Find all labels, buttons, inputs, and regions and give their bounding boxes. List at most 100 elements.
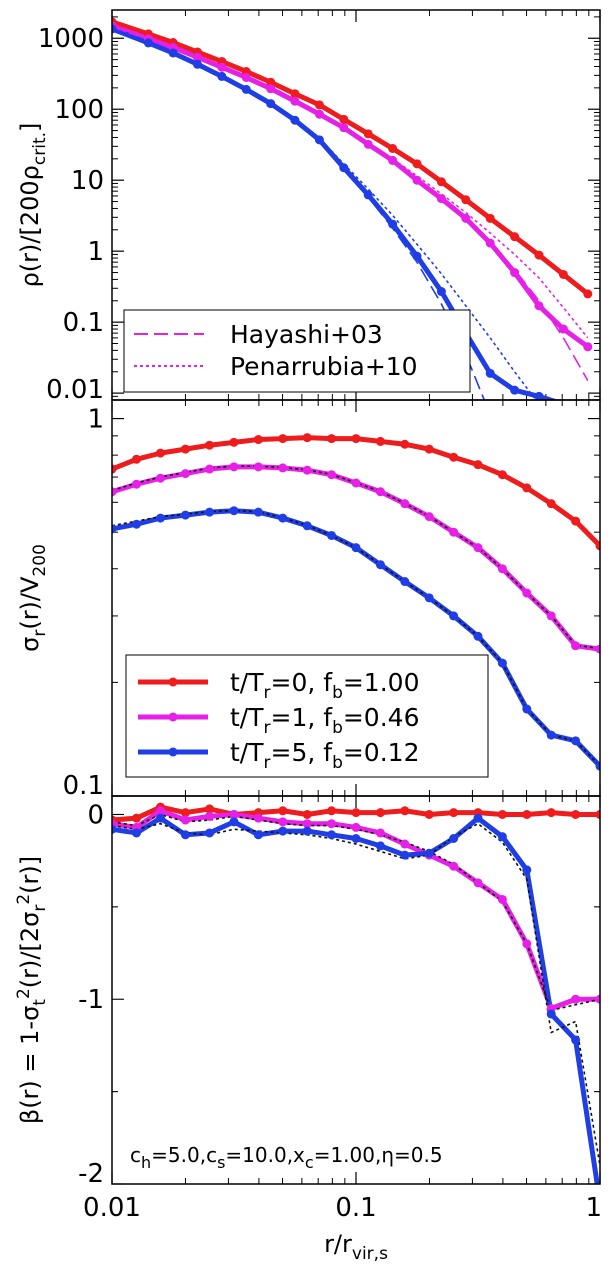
data-point [131, 479, 141, 489]
y-tick-label: 100 [54, 95, 104, 125]
data-point [375, 808, 385, 818]
data-point [400, 839, 410, 849]
data-point [131, 519, 141, 529]
data-point [412, 175, 422, 185]
data-point [510, 268, 520, 278]
model-line [112, 465, 600, 650]
data-point [143, 38, 153, 48]
data-point [351, 833, 361, 843]
data-point [375, 841, 385, 851]
data-point [388, 219, 398, 229]
data-point [497, 658, 507, 668]
data-point [253, 830, 263, 840]
data-point [561, 399, 566, 400]
data-point [351, 822, 361, 832]
data-point [229, 506, 239, 516]
data-point [351, 434, 361, 444]
data-point [339, 163, 349, 173]
data-point [571, 1035, 581, 1045]
data-point [180, 815, 190, 825]
data-point [461, 213, 471, 223]
data-point [241, 84, 251, 94]
data-point [583, 404, 592, 413]
data-point [217, 71, 227, 81]
data-point [180, 830, 190, 840]
data-point [278, 817, 288, 827]
data-point [534, 250, 544, 260]
data-point [424, 809, 434, 819]
data-point [546, 499, 556, 509]
data-point [595, 809, 600, 819]
x-tick-label: 0.01 [83, 1193, 141, 1223]
data-point [571, 641, 581, 651]
frame-layer [111, 9, 601, 1185]
data-point [424, 512, 434, 522]
data-point [205, 464, 215, 474]
data-point [473, 631, 483, 641]
data-point [449, 527, 459, 537]
data-point [571, 994, 581, 1004]
model-line [112, 29, 537, 400]
data-point [278, 463, 288, 473]
data-point [558, 269, 568, 279]
data-point [424, 593, 434, 603]
data-point [112, 487, 117, 497]
data-point [546, 808, 556, 818]
data-point [473, 543, 483, 553]
data-point [112, 524, 117, 534]
y-tick-label: 10 [71, 166, 104, 196]
data-point [522, 588, 532, 598]
data-point [278, 434, 288, 444]
data-point [412, 159, 422, 169]
data-point [266, 99, 276, 109]
data-point [253, 507, 263, 517]
data-point [595, 994, 600, 1004]
data-point [229, 817, 239, 827]
legend-marker [168, 712, 178, 722]
data-point [327, 819, 337, 829]
data-point [253, 813, 263, 823]
data-point [241, 72, 251, 82]
data-point [155, 473, 165, 483]
data-point [278, 806, 288, 816]
data-point [155, 806, 165, 816]
data-point [412, 251, 422, 261]
series-layer [112, 17, 600, 1184]
data-point [327, 470, 337, 480]
data-point [449, 808, 459, 818]
data-point [595, 541, 600, 551]
data-point [497, 564, 507, 574]
x-axis-title: r/rvir,s [324, 1230, 388, 1264]
y-axis-title: ρ(r)/[200ρcrit.] [16, 123, 50, 288]
data-point [327, 531, 337, 541]
data-point [112, 24, 117, 34]
data-point [253, 462, 263, 472]
data-point [522, 939, 532, 949]
y-tick-label: 1 [87, 405, 104, 435]
data-point [583, 342, 593, 352]
data-point [180, 469, 190, 479]
data-point [266, 84, 276, 94]
x-tick-label: 0.1 [335, 1193, 376, 1223]
data-point [363, 139, 373, 149]
data-point [155, 513, 165, 523]
annotation-text: ch=5.0,cs=10.0,xc=1.00,η=0.5 [130, 1143, 443, 1172]
data-point [217, 62, 227, 72]
data-point [290, 89, 300, 99]
data-point [534, 301, 544, 311]
fit-line [112, 29, 486, 400]
panel-series-group [112, 802, 600, 1184]
data-point [583, 289, 593, 299]
data-point [522, 809, 532, 819]
data-point [595, 644, 600, 654]
legend-label: t/Tr=0, fb=1.00 [230, 668, 419, 703]
data-point [327, 830, 337, 840]
data-point [290, 96, 300, 106]
y-axis-title: β(r) = 1-σt2(r)/[2σr2(r)] [14, 856, 50, 1124]
data-point [473, 813, 483, 823]
data-point [388, 143, 398, 153]
data-point [314, 109, 324, 119]
data-point [302, 521, 312, 531]
data-point [327, 806, 337, 816]
